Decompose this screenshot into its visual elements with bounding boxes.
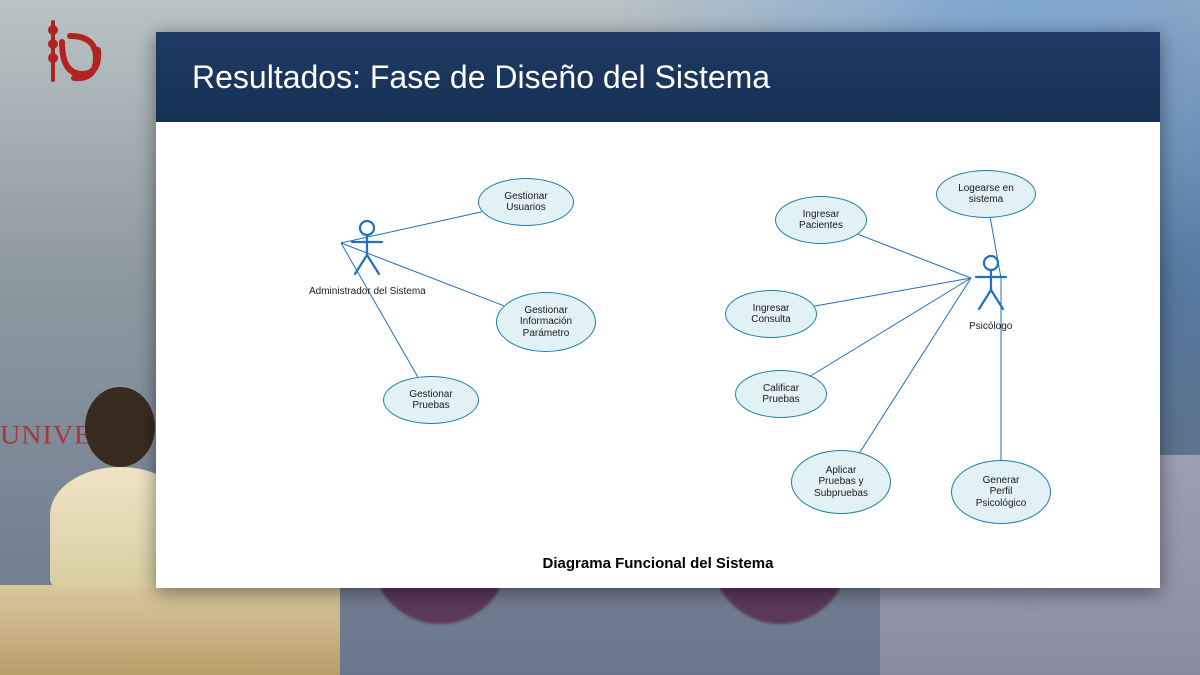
connector (860, 278, 971, 452)
connector (814, 278, 971, 306)
diagram-caption: Diagrama Funcional del Sistema (156, 555, 1160, 572)
actor-stickfigure-icon (309, 219, 426, 282)
usecase-u2: Gestionar Información Parámetro (496, 292, 596, 352)
usecase-u9: Generar Perfil Psicológico (951, 460, 1051, 524)
usecase-u7: Calificar Pruebas (735, 370, 827, 418)
actor-label: Psicólogo (969, 321, 1012, 332)
slide-title-bar: Resultados: Fase de Diseño del Sistema (156, 32, 1160, 122)
connector (858, 234, 971, 278)
usecase-u4: Ingresar Pacientes (775, 196, 867, 244)
usecase-u5: Logearse en sistema (936, 170, 1036, 218)
usecase-u1: Gestionar Usuarios (478, 178, 574, 226)
stage: UNIVER Resultados: Fase de Diseño del Si… (0, 0, 1200, 675)
usecase-u6: Ingresar Consulta (725, 290, 817, 338)
use-case-diagram: Diagrama Funcional del Sistema Administr… (156, 122, 1160, 588)
presentation-slide: Resultados: Fase de Diseño del Sistema D… (156, 32, 1160, 588)
connector (811, 278, 971, 376)
slide-title: Resultados: Fase de Diseño del Sistema (192, 59, 770, 96)
actor-stickfigure-icon (969, 254, 1012, 317)
usecase-u3: Gestionar Pruebas (383, 376, 479, 424)
actor-psic: Psicólogo (969, 254, 1012, 332)
actor-admin: Administrador del Sistema (309, 219, 426, 297)
usecase-u8: Aplicar Pruebas y Subpruebas (791, 450, 891, 514)
university-logo-icon (40, 18, 110, 88)
actor-label: Administrador del Sistema (309, 286, 426, 297)
